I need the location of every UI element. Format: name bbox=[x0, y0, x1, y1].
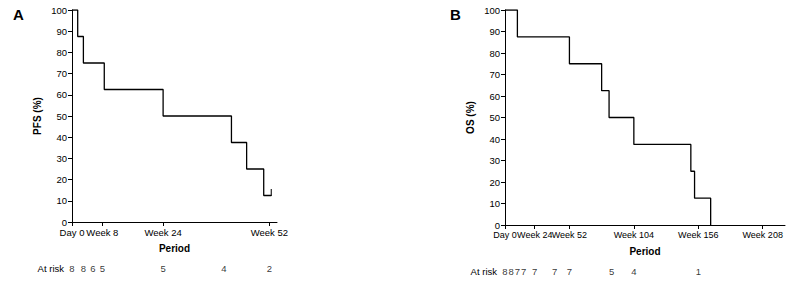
svg-text:Week 208: Week 208 bbox=[743, 230, 783, 240]
svg-text:100: 100 bbox=[484, 5, 500, 16]
svg-text:8: 8 bbox=[69, 263, 74, 274]
svg-text:Day 0: Day 0 bbox=[493, 230, 517, 240]
svg-text:30: 30 bbox=[489, 155, 500, 166]
svg-text:90: 90 bbox=[56, 26, 67, 37]
svg-text:8: 8 bbox=[502, 266, 507, 277]
svg-text:10: 10 bbox=[489, 198, 500, 209]
svg-text:2: 2 bbox=[267, 263, 272, 274]
svg-text:30: 30 bbox=[56, 153, 67, 164]
svg-text:0: 0 bbox=[494, 219, 500, 231]
svg-text:7: 7 bbox=[552, 266, 557, 277]
svg-text:50: 50 bbox=[56, 111, 67, 122]
svg-text:Week 8: Week 8 bbox=[86, 227, 118, 238]
svg-text:At risk: At risk bbox=[471, 266, 498, 277]
svg-text:4: 4 bbox=[221, 263, 226, 274]
svg-text:5: 5 bbox=[609, 266, 614, 277]
svg-text:40: 40 bbox=[489, 134, 500, 145]
svg-text:Week 24: Week 24 bbox=[517, 230, 552, 240]
svg-text:70: 70 bbox=[56, 68, 67, 79]
svg-text:4: 4 bbox=[631, 266, 636, 277]
svg-text:90: 90 bbox=[489, 26, 500, 37]
svg-text:60: 60 bbox=[489, 91, 500, 102]
svg-text:80: 80 bbox=[56, 47, 67, 58]
svg-text:40: 40 bbox=[56, 132, 67, 143]
svg-text:5: 5 bbox=[160, 263, 165, 274]
svg-text:7: 7 bbox=[532, 266, 537, 277]
svg-text:60: 60 bbox=[56, 89, 67, 100]
svg-text:Week 24: Week 24 bbox=[144, 227, 181, 238]
svg-text:8: 8 bbox=[81, 263, 86, 274]
svg-text:Period: Period bbox=[629, 246, 660, 257]
svg-text:PFS (%): PFS (%) bbox=[32, 97, 43, 135]
svg-text:7: 7 bbox=[515, 266, 520, 277]
svg-text:Day 0: Day 0 bbox=[60, 227, 85, 238]
svg-text:A: A bbox=[13, 6, 24, 23]
svg-text:7: 7 bbox=[567, 266, 572, 277]
svg-text:10: 10 bbox=[56, 195, 67, 206]
svg-text:Period: Period bbox=[159, 243, 190, 254]
svg-text:Week 52: Week 52 bbox=[552, 230, 587, 240]
svg-text:B: B bbox=[450, 6, 461, 23]
svg-text:Week 52: Week 52 bbox=[251, 227, 288, 238]
svg-text:5: 5 bbox=[100, 263, 105, 274]
svg-text:Week 104: Week 104 bbox=[614, 230, 654, 240]
svg-text:70: 70 bbox=[489, 69, 500, 80]
svg-text:100: 100 bbox=[51, 5, 67, 16]
svg-text:20: 20 bbox=[489, 177, 500, 188]
svg-text:0: 0 bbox=[61, 216, 67, 228]
svg-text:OS (%): OS (%) bbox=[465, 101, 476, 134]
svg-text:At risk: At risk bbox=[38, 263, 65, 274]
svg-text:20: 20 bbox=[56, 174, 67, 185]
svg-text:Week 156: Week 156 bbox=[678, 230, 718, 240]
svg-text:80: 80 bbox=[489, 48, 500, 59]
svg-text:7: 7 bbox=[521, 266, 526, 277]
svg-text:1: 1 bbox=[696, 266, 701, 277]
svg-text:6: 6 bbox=[90, 263, 95, 274]
svg-text:8: 8 bbox=[509, 266, 514, 277]
svg-text:50: 50 bbox=[489, 112, 500, 123]
